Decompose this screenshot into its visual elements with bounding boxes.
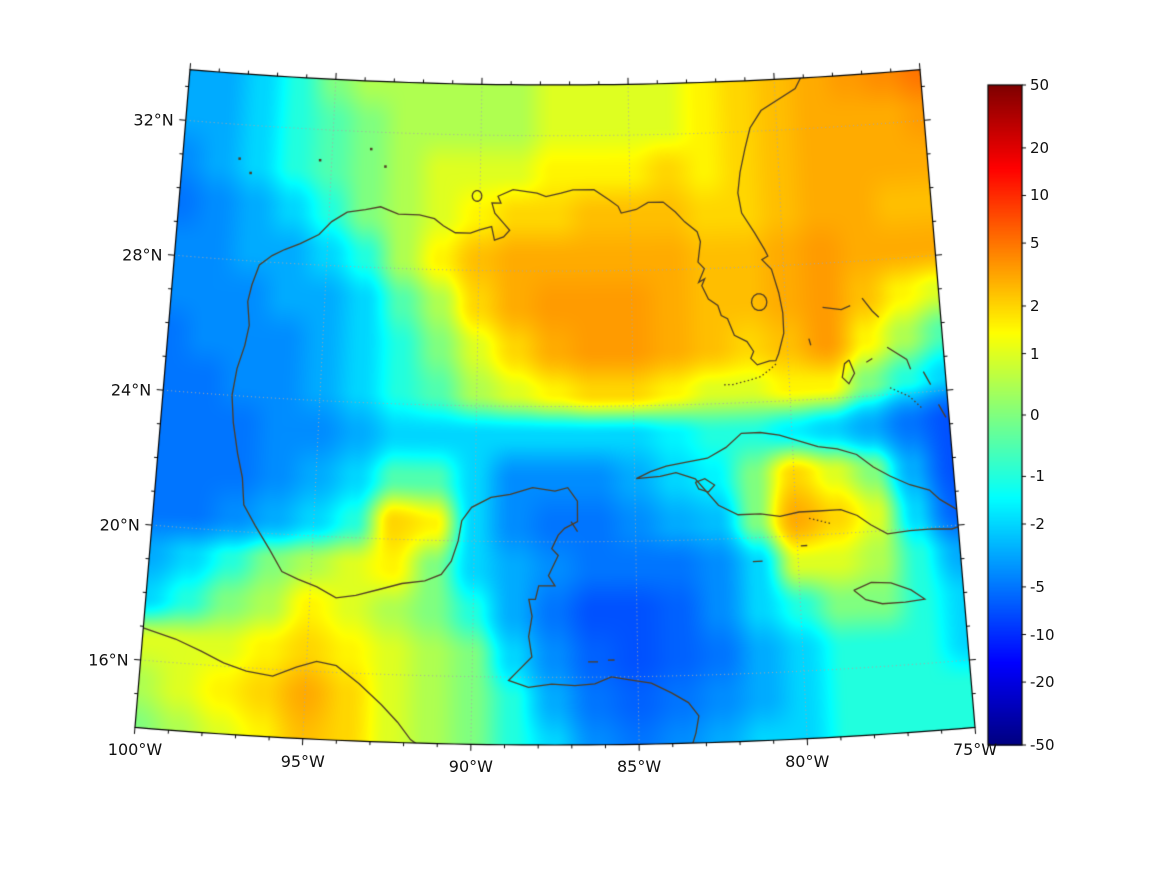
figure: 32°N 28°N 24°N 20°N 16°N 100°W 95°W 90°W 85°W 80°… [0, 0, 1167, 875]
map-heatmap-canvas [0, 0, 1167, 875]
